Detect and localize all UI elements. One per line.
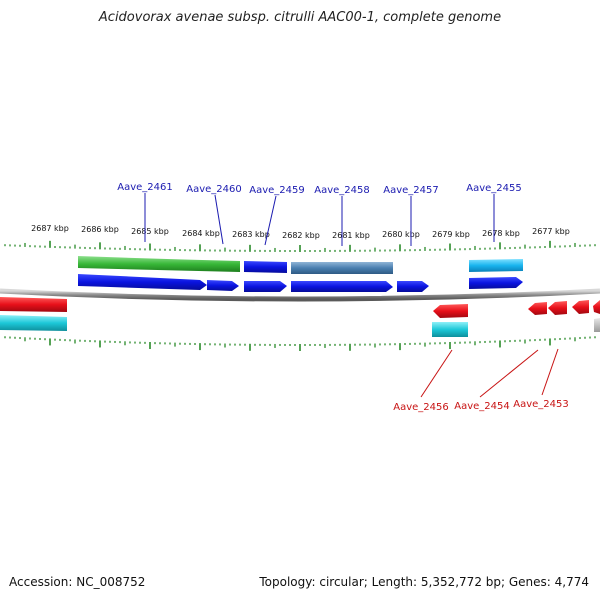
genome-summary-text: Topology: circular; Length: 5,352,772 bp… xyxy=(259,575,589,589)
scale-label: 2686 kbp xyxy=(81,225,119,234)
gene-arrow-aave-2461[interactable] xyxy=(78,274,207,290)
gene-arrow-left-edge[interactable] xyxy=(0,297,67,312)
gene-label-aave-2453[interactable]: Aave_2453 xyxy=(513,399,569,410)
gene-arrow-aave-2456[interactable] xyxy=(433,304,468,318)
upper-scale-ticks xyxy=(4,240,596,252)
gene-label-aave-2455[interactable]: Aave_2455 xyxy=(466,183,522,194)
cyan-feature-aave-2456[interactable] xyxy=(432,322,468,337)
scale-label: 2684 kbp xyxy=(182,229,220,238)
gene-arrow-aave-2455[interactable] xyxy=(469,277,523,289)
genome-axis xyxy=(0,288,600,302)
feature-track-lower xyxy=(0,315,600,337)
gene-arrow-small[interactable] xyxy=(572,300,589,314)
gene-label-aave-2456[interactable]: Aave_2456 xyxy=(393,402,449,413)
gene-label-aave-2460[interactable]: Aave_2460 xyxy=(186,184,242,195)
gene-label-aave-2458[interactable]: Aave_2458 xyxy=(314,185,370,196)
gene-arrow-aave-2460[interactable] xyxy=(207,280,239,291)
gene-arrow-aave-2459[interactable] xyxy=(244,281,287,292)
label-pointers xyxy=(144,193,559,398)
scale-label: 2678 kbp xyxy=(482,229,520,238)
scale-label: 2679 kbp xyxy=(432,230,470,239)
gene-arrow-aave-2457[interactable] xyxy=(397,281,429,292)
gene-arrow-aave-2454[interactable] xyxy=(528,302,547,315)
forward-genes xyxy=(78,274,523,292)
scale-label: 2680 kbp xyxy=(382,230,420,239)
gene-label-aave-2457[interactable]: Aave_2457 xyxy=(383,185,439,196)
accession-text: Accession: NC_008752 xyxy=(9,575,146,589)
upper-gene-labels: Aave_2461 Aave_2460 Aave_2459 Aave_2458 … xyxy=(117,182,522,196)
scale-labels: 2687 kbp 2686 kbp 2685 kbp 2684 kbp 2683… xyxy=(31,224,570,240)
green-feature[interactable] xyxy=(78,256,240,272)
gene-arrow-right-edge[interactable] xyxy=(593,300,600,314)
gene-label-aave-2461[interactable]: Aave_2461 xyxy=(117,182,173,193)
lower-scale-ticks xyxy=(4,336,596,351)
scale-label: 2683 kbp xyxy=(232,230,270,239)
scale-label: 2687 kbp xyxy=(31,224,69,233)
cyan-feature-left[interactable] xyxy=(0,315,67,331)
gene-label-aave-2454[interactable]: Aave_2454 xyxy=(454,401,510,412)
feature-track-upper xyxy=(78,256,523,274)
scale-label: 2677 kbp xyxy=(532,227,570,236)
lower-gene-labels: Aave_2456 Aave_2454 Aave_2453 xyxy=(393,399,569,413)
cyan-feature[interactable] xyxy=(469,259,523,272)
gene-arrow-aave-2453[interactable] xyxy=(548,301,567,315)
gene-arrow-aave-2458[interactable] xyxy=(291,281,393,292)
gray-feature[interactable] xyxy=(594,318,600,332)
genome-title: Acidovorax avenae subsp. citrulli AAC00-… xyxy=(98,10,502,25)
scale-label: 2681 kbp xyxy=(332,231,370,240)
gene-label-aave-2459[interactable]: Aave_2459 xyxy=(249,185,305,196)
steel-feature[interactable] xyxy=(291,262,393,274)
scale-label: 2685 kbp xyxy=(131,227,169,236)
reverse-genes xyxy=(0,297,600,318)
blue-feature[interactable] xyxy=(244,261,287,273)
scale-label: 2682 kbp xyxy=(282,231,320,240)
